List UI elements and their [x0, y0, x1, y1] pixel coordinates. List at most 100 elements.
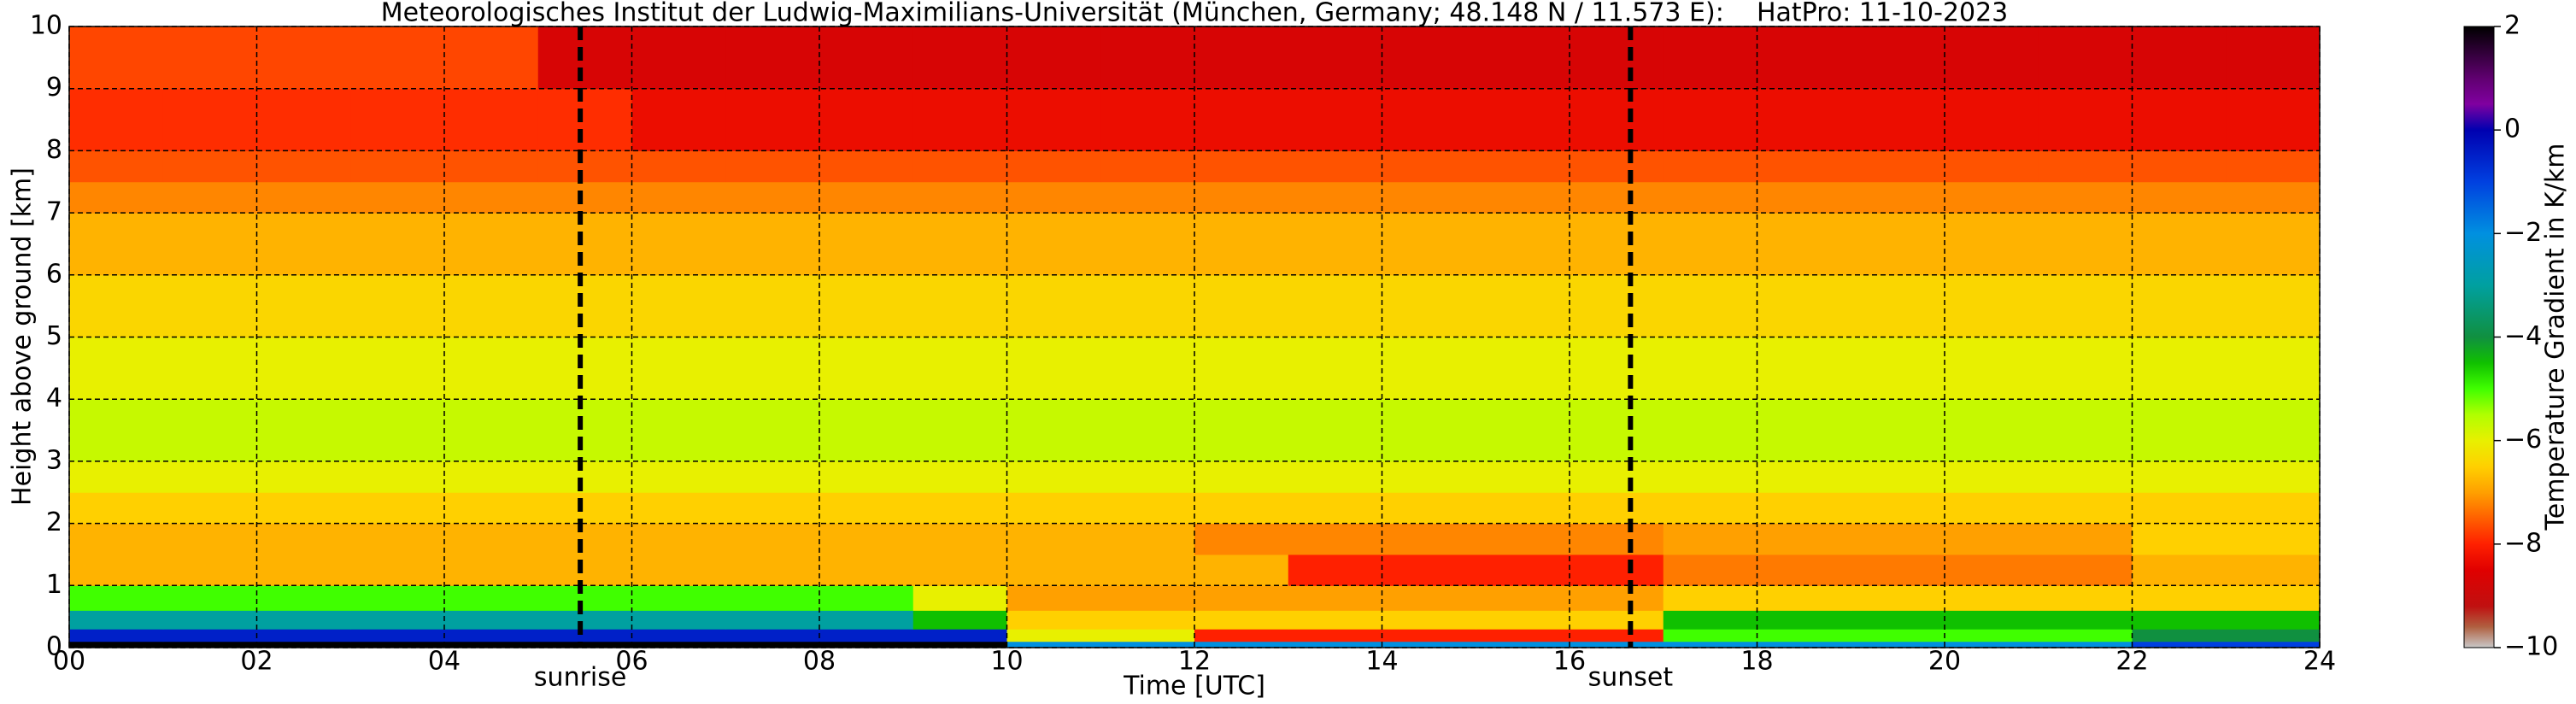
heat-cell [537, 641, 632, 648]
heat-cell [1945, 150, 2039, 183]
heat-cell [1194, 274, 1289, 337]
heat-cell [1006, 585, 1101, 611]
heat-cell [1288, 585, 1382, 611]
heat-cell [1288, 26, 1382, 90]
heat-cell [1757, 554, 1851, 586]
heat-cell [725, 492, 820, 525]
heat-cell [444, 554, 539, 586]
heat-cell [2038, 26, 2133, 90]
heat-cell [912, 26, 1007, 90]
heat-cell [819, 461, 914, 493]
heat-cell [256, 337, 351, 400]
heat-cell [1663, 461, 1757, 493]
heat-cell [1851, 213, 1945, 276]
heat-cell [162, 181, 257, 214]
heat-cell [1851, 461, 1945, 493]
heat-cell [2132, 181, 2227, 214]
heat-cell [1663, 150, 1757, 183]
heat-cell [537, 629, 632, 642]
heat-cell [1288, 181, 1382, 214]
heat-cell [2038, 88, 2133, 151]
heat-cell [1570, 399, 1664, 462]
heat-cell [1570, 181, 1664, 214]
x-tick-label: 14 [1365, 647, 1398, 677]
heat-cell [912, 523, 1007, 555]
heat-cell [2226, 150, 2321, 183]
heat-cell [1945, 274, 2039, 337]
y-tick-label: 6 [46, 259, 62, 289]
heat-cell [162, 492, 257, 525]
heat-cell [69, 629, 164, 642]
heat-cell [1945, 523, 2039, 555]
heat-cell [162, 88, 257, 151]
event-label: sunrise [534, 663, 626, 693]
heat-cell [631, 181, 726, 214]
heat-cell [631, 26, 726, 90]
heat-cell [1476, 641, 1570, 648]
heat-cell [631, 88, 726, 151]
heat-cell [350, 399, 445, 462]
heat-cell [631, 337, 726, 400]
heat-cell [1570, 585, 1664, 611]
heat-cell [1288, 88, 1382, 151]
heat-cell [350, 26, 445, 90]
heat-cell [1757, 585, 1851, 611]
heat-cell [162, 150, 257, 183]
heat-cell [444, 181, 539, 214]
heat-cell [350, 213, 445, 276]
heat-cell [819, 523, 914, 555]
heat-cell [1006, 523, 1101, 555]
heat-cell [350, 523, 445, 555]
heat-cell [2226, 274, 2321, 337]
heat-cell [725, 461, 820, 493]
heat-cell [69, 26, 164, 90]
heat-cell [1382, 26, 1476, 90]
heat-cell [1288, 461, 1382, 493]
heat-cell [162, 554, 257, 586]
heat-cell [1006, 399, 1101, 462]
heat-cell [1382, 213, 1476, 276]
heat-cell [1100, 554, 1195, 586]
heat-cell [1476, 554, 1570, 586]
heat-cell [537, 461, 632, 493]
heat-cell [1851, 523, 1945, 555]
heat-cell [1006, 150, 1101, 183]
heat-cell [1757, 629, 1851, 642]
heat-cell [1663, 610, 1757, 630]
heat-cell [1663, 492, 1757, 525]
heat-cell [2038, 181, 2133, 214]
heat-cell [1663, 181, 1757, 214]
heat-cell [2038, 337, 2133, 400]
heat-cell [1851, 337, 1945, 400]
heat-cell [1382, 88, 1476, 151]
heat-cell [912, 213, 1007, 276]
heat-cell [162, 523, 257, 555]
heat-cell [1851, 610, 1945, 630]
y-tick-label: 3 [46, 445, 62, 475]
y-tick-label: 1 [46, 570, 62, 600]
heat-cell [537, 399, 632, 462]
heat-cell [537, 88, 632, 151]
heat-cell [256, 461, 351, 493]
heat-cell [631, 150, 726, 183]
heat-cell [1288, 641, 1382, 648]
heat-cell [69, 88, 164, 151]
heat-cell [1288, 554, 1382, 586]
heat-cell [444, 492, 539, 525]
heat-cell [1476, 492, 1570, 525]
heat-cell [537, 523, 632, 555]
heat-cell [1945, 399, 2039, 462]
heat-cell [1382, 629, 1476, 642]
heat-cell [1476, 26, 1570, 90]
heat-cell [819, 26, 914, 90]
heat-cell [2132, 629, 2227, 642]
heat-cell [1757, 641, 1851, 648]
heat-cell [1194, 629, 1289, 642]
heat-cell [1100, 181, 1195, 214]
heat-cell [1663, 399, 1757, 462]
colorbar-tick-label: −6 [2504, 425, 2542, 455]
heat-cell [1382, 399, 1476, 462]
heat-cell [1006, 337, 1101, 400]
heat-cell [1663, 554, 1757, 586]
heat-cell [1663, 641, 1757, 648]
